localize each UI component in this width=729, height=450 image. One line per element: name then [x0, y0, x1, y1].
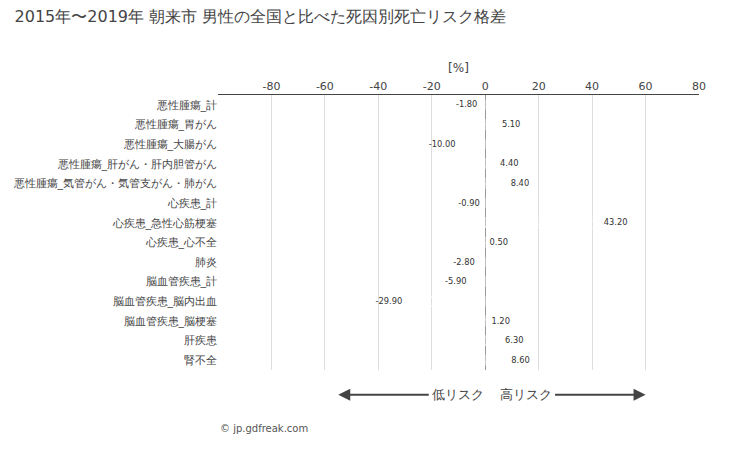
svg-text:低リスク: 低リスク — [432, 387, 484, 402]
svg-text:-29.90: -29.90 — [376, 296, 403, 306]
svg-text:-2.80: -2.80 — [453, 257, 474, 267]
svg-text:6.30: 6.30 — [505, 335, 523, 345]
svg-text:悪性腫瘍_肝がん・肝内胆管がん: 悪性腫瘍_肝がん・肝内胆管がん — [57, 158, 218, 171]
svg-text:60: 60 — [639, 80, 653, 93]
svg-text:40: 40 — [585, 80, 599, 93]
svg-text:8.40: 8.40 — [511, 178, 529, 188]
svg-text:80: 80 — [692, 80, 706, 93]
svg-text:0: 0 — [482, 80, 489, 93]
svg-text:心疾患_計: 心疾患_計 — [167, 197, 218, 210]
svg-text:肝疾患: 肝疾患 — [184, 334, 217, 347]
svg-text:-0.90: -0.90 — [458, 198, 479, 208]
svg-text:0.50: 0.50 — [490, 237, 508, 247]
svg-text:[%]: [%] — [448, 61, 469, 75]
svg-text:脳血管疾患_脳内出血: 脳血管疾患_脳内出血 — [113, 295, 218, 308]
svg-text:悪性腫瘍_計: 悪性腫瘍_計 — [156, 99, 218, 112]
svg-text:-60: -60 — [316, 80, 334, 93]
svg-text:肺炎: 肺炎 — [195, 256, 217, 269]
svg-text:1.20: 1.20 — [491, 316, 509, 326]
svg-text:5.10: 5.10 — [502, 119, 520, 129]
svg-text:43.20: 43.20 — [604, 217, 628, 227]
svg-text:心疾患_急性心筋梗塞: 心疾患_急性心筋梗塞 — [112, 217, 218, 230]
svg-text:悪性腫瘍_気管がん・気管支がん・肺がん: 悪性腫瘍_気管がん・気管支がん・肺がん — [13, 177, 218, 190]
svg-text:悪性腫瘍_胃がん: 悪性腫瘍_胃がん — [134, 118, 218, 131]
svg-text:-80: -80 — [262, 80, 280, 93]
svg-text:20: 20 — [532, 80, 546, 93]
svg-text:© jp.gdfreak.com: © jp.gdfreak.com — [220, 423, 308, 434]
svg-text:-10.00: -10.00 — [429, 139, 456, 149]
svg-text:脳血管疾患_計: 脳血管疾患_計 — [146, 275, 218, 288]
svg-text:脳血管疾患_脳梗塞: 脳血管疾患_脳梗塞 — [124, 315, 218, 328]
svg-text:-20: -20 — [423, 80, 441, 93]
svg-text:8.60: 8.60 — [511, 355, 529, 365]
svg-text:高リスク: 高リスク — [500, 387, 552, 402]
svg-text:-5.90: -5.90 — [445, 276, 466, 286]
svg-text:腎不全: 腎不全 — [184, 354, 217, 367]
svg-text:悪性腫瘍_大腸がん: 悪性腫瘍_大腸がん — [123, 138, 218, 151]
svg-text:-40: -40 — [369, 80, 387, 93]
svg-text:心疾患_心不全: 心疾患_心不全 — [145, 236, 218, 249]
svg-text:2015年〜2019年 朝来市 男性の全国と比べた死因別死亡: 2015年〜2019年 朝来市 男性の全国と比べた死因別死亡リスク格差 — [15, 7, 507, 26]
svg-text:-1.80: -1.80 — [456, 99, 477, 109]
svg-text:4.40: 4.40 — [500, 158, 518, 168]
